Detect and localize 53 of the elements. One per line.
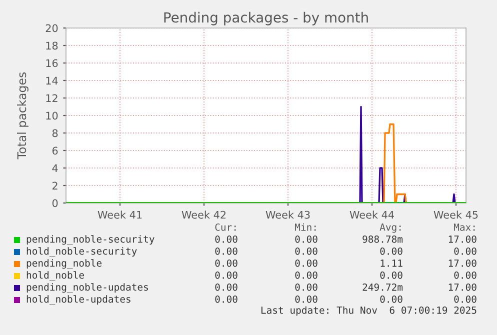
legend-label: hold_noble: [26, 271, 84, 281]
y-tick-label: 4: [52, 164, 58, 172]
y-tick-label: 14: [46, 76, 58, 84]
text: 0.00: [215, 271, 238, 279]
y-tick-label: 10: [46, 112, 58, 120]
text: 0.00: [295, 259, 318, 267]
y-tick-label: 16: [46, 59, 58, 68]
text: 0.00: [295, 295, 318, 303]
text: 0.00: [215, 283, 238, 291]
text: Max:: [454, 224, 475, 231]
text: 0.00: [295, 271, 318, 279]
text: 1.11: [380, 260, 402, 267]
text: 0.00: [454, 271, 476, 279]
text: Last update: Thu Nov 6 07:00:19 2025: [261, 306, 476, 316]
x-tick-label: Week 43: [266, 210, 310, 219]
text: 0.00: [295, 283, 318, 291]
y-tick-label: 6: [52, 146, 58, 155]
text: 0.00: [454, 295, 476, 303]
y-tick-label: 20: [46, 24, 58, 32]
y-tick-label: 8: [52, 129, 58, 138]
text: 249.72m: [362, 283, 403, 291]
text: 988.78m: [362, 235, 403, 243]
y-tick-label: 0: [52, 199, 58, 208]
text: Avg:: [380, 224, 401, 233]
text: Min:: [294, 223, 316, 231]
legend-label: pending_noble: [26, 259, 102, 269]
legend-label: hold_noble-updates: [26, 295, 130, 305]
x-tick-label: Week 45: [434, 210, 478, 219]
legend-label: pending_noble-updates: [26, 283, 148, 293]
x-tick-label: Week 42: [182, 210, 226, 219]
text: 0.00: [295, 235, 318, 243]
text: 0.00: [454, 247, 476, 255]
legend-label: pending_noble-security: [26, 235, 154, 245]
y-axis-title: Total packages: [17, 72, 28, 160]
text: Cur:: [215, 223, 236, 231]
text: 17.00: [448, 283, 476, 291]
text: 0.00: [295, 247, 318, 255]
text: 17.00: [448, 235, 476, 243]
text: 0.00: [215, 235, 238, 243]
text: 0.00: [380, 271, 402, 279]
x-tick-label: Week 44: [350, 210, 394, 219]
legend-label: hold_noble-security: [26, 247, 137, 257]
text: 0.00: [215, 259, 238, 267]
text: 17.00: [448, 259, 476, 267]
text: 0.00: [380, 295, 402, 303]
y-tick-label: 12: [46, 94, 58, 102]
text: 0.00: [215, 247, 238, 255]
text: 0.00: [215, 295, 238, 303]
x-tick-label: Week 41: [98, 210, 142, 219]
y-tick-label: 2: [52, 182, 58, 190]
text: 0.00: [380, 247, 402, 255]
y-tick-label: 18: [46, 42, 58, 50]
chart-title: Pending packages - by month: [164, 12, 368, 26]
